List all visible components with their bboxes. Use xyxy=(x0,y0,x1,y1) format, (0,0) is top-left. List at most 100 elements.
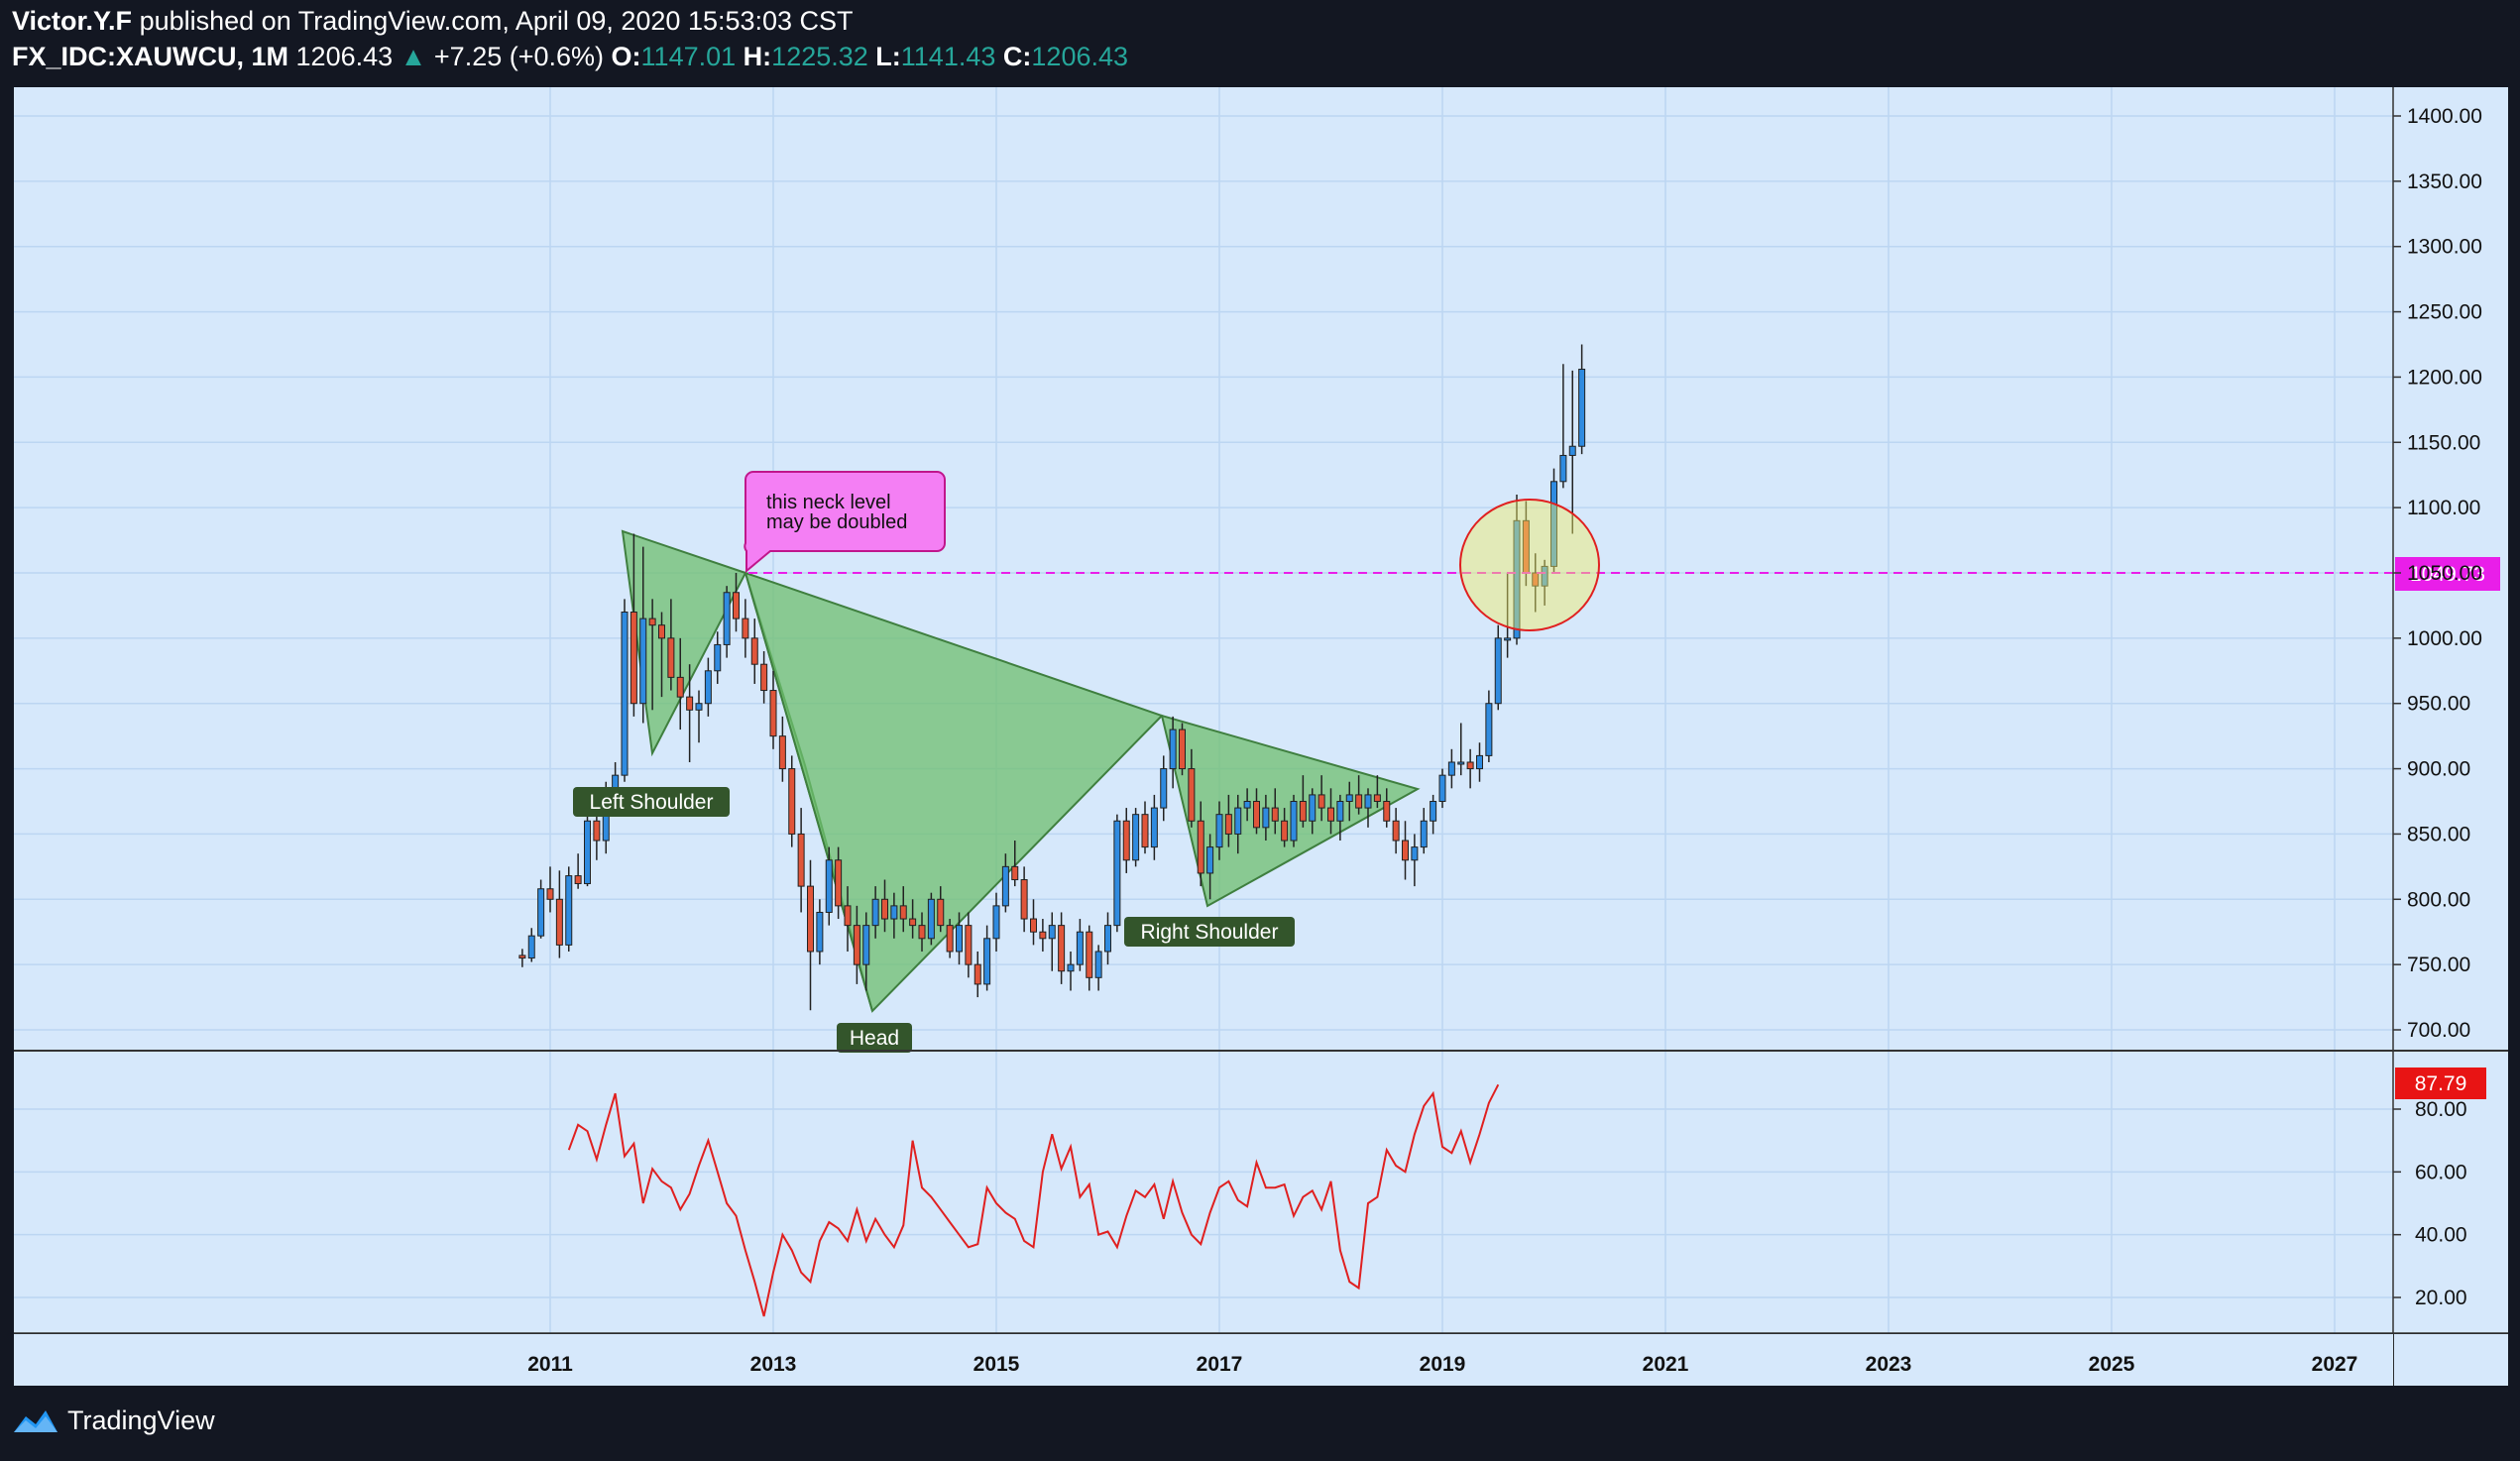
bull-candle xyxy=(1160,768,1168,809)
close-label: C: xyxy=(1002,42,1032,71)
bull-candle xyxy=(639,618,647,705)
price-tick-label: 700.00 xyxy=(2407,1019,2470,1042)
left-shoulder-label[interactable]: Left Shoulder xyxy=(573,787,730,817)
bull-candle xyxy=(1541,565,1548,587)
bull-candle xyxy=(1243,801,1251,809)
neckline-price-text: 1049.73 xyxy=(2410,563,2485,586)
bull-candle xyxy=(1104,925,1111,953)
bear-candle xyxy=(1030,918,1037,933)
bear-candle xyxy=(1197,820,1204,874)
author-name[interactable]: Victor.Y.F xyxy=(12,6,133,36)
grid xyxy=(14,87,2393,1333)
neckline-price-tag xyxy=(2395,557,2500,591)
bull-candle xyxy=(927,898,935,940)
bear-candle xyxy=(742,618,749,639)
high-label: H: xyxy=(743,42,772,71)
bear-candle xyxy=(1281,820,1289,842)
bull-candle xyxy=(1290,801,1298,842)
bull-candle xyxy=(695,703,703,711)
bull-candle xyxy=(1345,794,1353,803)
rsi-value-text: 87.79 xyxy=(2415,1072,2467,1095)
bull-candle xyxy=(1132,814,1140,861)
head-label[interactable]: Head xyxy=(837,1023,912,1053)
bull-candle xyxy=(704,670,712,705)
bull-candle xyxy=(565,875,573,946)
price-tick-label: 1200.00 xyxy=(2407,366,2482,389)
bear-candle xyxy=(797,833,805,887)
rsi-scale[interactable]: 20.00 40.00 60.00 80.00 xyxy=(2393,1098,2467,1309)
bull-candle xyxy=(956,925,963,953)
time-tick-label: 2013 xyxy=(750,1353,797,1376)
bear-candle xyxy=(1466,761,1474,770)
price-tick-label: 1100.00 xyxy=(2407,497,2480,519)
right-shoulder-label-text: Right Shoulder xyxy=(1141,921,1279,944)
bull-candle xyxy=(1150,807,1158,848)
bull-candle xyxy=(1559,454,1567,483)
highlight-ellipse[interactable] xyxy=(1459,499,1600,631)
time-tick-label: 2023 xyxy=(1866,1353,1912,1376)
price-tick-label: 950.00 xyxy=(2407,693,2470,716)
tradingview-logo[interactable]: TradingView xyxy=(12,1405,215,1436)
bear-candle xyxy=(1271,807,1279,822)
bear-candle xyxy=(1373,794,1381,803)
bear-candle xyxy=(1188,768,1196,822)
time-scale[interactable]: 2011 2013 2015 2017 2019 2021 2023 2025 2027 xyxy=(527,1353,2357,1376)
bear-candle xyxy=(909,918,917,927)
price-scale[interactable]: 700.00 750.00 800.00 850.00 900.00 950.00 1000… xyxy=(2393,105,2482,1042)
bull-candle xyxy=(1476,754,1483,770)
bull-candle xyxy=(527,935,535,959)
corner-background xyxy=(2394,1334,2508,1386)
left-shoulder-label-bg xyxy=(573,787,730,817)
bear-candle xyxy=(1011,865,1019,881)
bull-candle xyxy=(890,905,898,920)
bull-candle xyxy=(1215,814,1223,848)
bear-candle xyxy=(1224,814,1232,835)
bear-candle xyxy=(807,885,814,953)
bear-candle xyxy=(853,925,860,965)
bull-candle xyxy=(1336,801,1344,822)
high-value: 1225.32 xyxy=(771,42,868,71)
rsi-tick-label: 40.00 xyxy=(2415,1224,2467,1247)
publication-info: Victor.Y.F published on TradingView.com,… xyxy=(12,6,854,37)
time-tick-label: 2011 xyxy=(527,1353,573,1376)
bull-candle xyxy=(862,925,870,965)
bull-candle xyxy=(723,592,731,645)
bull-candle xyxy=(1076,931,1084,965)
bear-candle xyxy=(686,696,694,711)
callout-box xyxy=(744,471,946,574)
bull-candle xyxy=(1494,637,1502,705)
bear-candle xyxy=(974,963,981,985)
callout[interactable]: this neck level may be doubled xyxy=(744,471,946,574)
pattern-triangle-3 xyxy=(744,571,1164,1013)
bear-candle xyxy=(1020,879,1028,920)
right-shoulder-label[interactable]: Right Shoulder xyxy=(1124,917,1295,947)
bear-candle xyxy=(1532,572,1540,587)
bear-candle xyxy=(546,888,554,900)
bear-candle xyxy=(667,637,675,678)
bull-candle xyxy=(825,859,833,913)
bull-candle xyxy=(537,888,545,937)
bull-candle xyxy=(816,911,824,953)
bear-candle xyxy=(518,955,526,959)
bull-candle xyxy=(1094,951,1102,978)
bear-candle xyxy=(1299,801,1307,822)
close-value: 1206.43 xyxy=(1031,42,1129,71)
bull-candle xyxy=(871,898,879,927)
pattern-triangle-1 xyxy=(621,529,747,757)
bull-candle xyxy=(1113,820,1121,927)
bear-candle xyxy=(918,925,926,940)
price-tick-label: 1400.00 xyxy=(2407,105,2482,128)
time-scale-background[interactable] xyxy=(14,1334,2393,1386)
tradingview-icon xyxy=(14,1409,57,1432)
bear-candle xyxy=(1039,931,1047,940)
bull-candle xyxy=(1364,794,1372,809)
price-tick-label: 1050.00 xyxy=(2407,562,2482,585)
price-tick-label: 1000.00 xyxy=(2407,627,2482,650)
price-tick-label: 1250.00 xyxy=(2407,301,2482,324)
candles xyxy=(518,344,1586,1011)
bull-candle xyxy=(1234,807,1242,835)
time-tick-label: 2021 xyxy=(1643,1353,1689,1376)
bull-candle xyxy=(1420,820,1428,848)
bear-candle xyxy=(844,905,852,927)
